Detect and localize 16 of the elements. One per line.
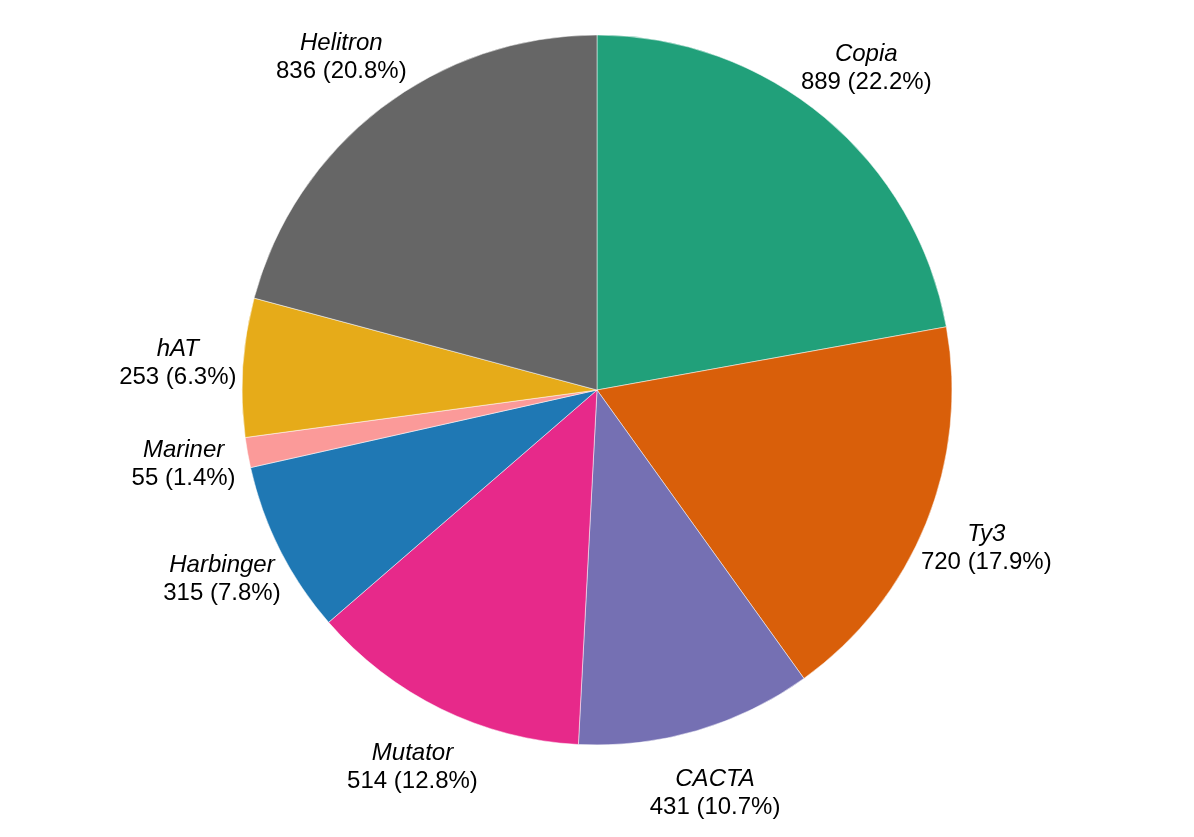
data-label: 315 (7.8%)	[163, 578, 281, 606]
data-label: 253 (6.3%)	[119, 362, 237, 390]
data-label: 836 (20.8%)	[275, 55, 407, 83]
slice-label: Copia	[834, 38, 898, 66]
slice-label: hAT	[156, 334, 202, 362]
slice-label: CACTA	[675, 764, 755, 792]
slice-label: Harbinger	[169, 550, 276, 578]
data-label: 514 (12.8%)	[347, 766, 478, 794]
data-label: 55 (1.4%)	[131, 463, 236, 491]
slice-label: Mariner	[142, 435, 226, 463]
data-label: 431 (10.7%)	[649, 792, 781, 820]
data-label: 889 (22.2%)	[800, 66, 932, 94]
slice-label: Helitron	[299, 27, 383, 55]
slice-label: Ty3	[967, 518, 1007, 546]
slice-label: Mutator	[371, 738, 455, 766]
data-label: 720 (17.9%)	[920, 546, 1052, 574]
